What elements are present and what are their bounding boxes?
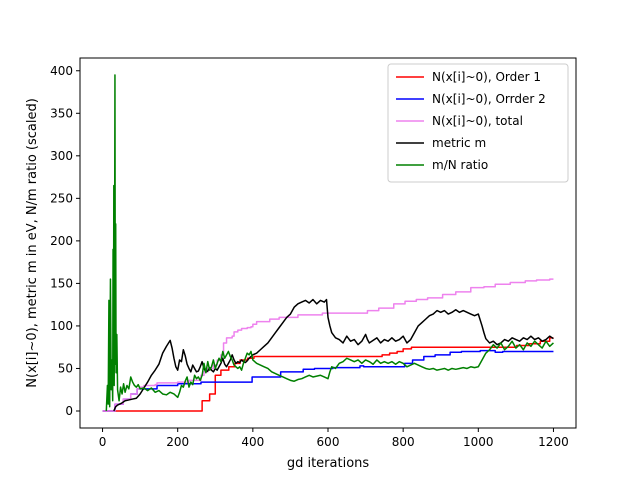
- x-tick-label: 600: [317, 435, 340, 449]
- legend-box: [387, 63, 569, 183]
- y-tick-label: 150: [50, 276, 73, 290]
- x-axis: 0 200 400 600 800 1000 1200: [99, 428, 569, 449]
- legend-label: metric m: [432, 136, 486, 150]
- y-axis-label: N(x[i]~0), metric m in eV, N/m ratio (sc…: [25, 98, 40, 388]
- y-tick-label: 350: [50, 106, 73, 120]
- x-tick-label: 800: [392, 435, 415, 449]
- y-tick-label: 300: [50, 149, 73, 163]
- legend-label: N(x[i]~0), total: [432, 114, 523, 128]
- legend-label: N(x[i]~0), Order 1: [432, 70, 541, 84]
- x-tick-label: 400: [241, 435, 264, 449]
- x-tick-label: 0: [99, 435, 107, 449]
- series-line-3: [102, 278, 554, 412]
- y-tick-label: 250: [50, 191, 73, 205]
- y-tick-label: 400: [50, 64, 73, 78]
- series-line-1: [102, 337, 554, 412]
- legend: N(x[i]~0), Order 1 N(x[i]~0), Orrder 2 N(x…: [387, 63, 569, 183]
- y-tick-label: 200: [50, 234, 73, 248]
- x-tick-label: 1200: [538, 435, 569, 449]
- series-line-4: [113, 298, 554, 412]
- series-line-2: [102, 349, 554, 412]
- y-axis: 0 50 100 150 200 250 300 350 400: [50, 64, 80, 418]
- series-line-5: [105, 74, 554, 412]
- x-tick-label: 200: [166, 435, 189, 449]
- x-tick-label: 1000: [463, 435, 494, 449]
- legend-label: N(x[i]~0), Orrder 2: [432, 92, 546, 106]
- y-tick-label: 0: [65, 404, 73, 418]
- y-tick-label: 100: [50, 319, 73, 333]
- x-axis-label: gd iterations: [287, 456, 370, 471]
- series-lines: [102, 74, 554, 412]
- legend-label: m/N ratio: [432, 158, 488, 172]
- y-tick-label: 50: [58, 361, 73, 375]
